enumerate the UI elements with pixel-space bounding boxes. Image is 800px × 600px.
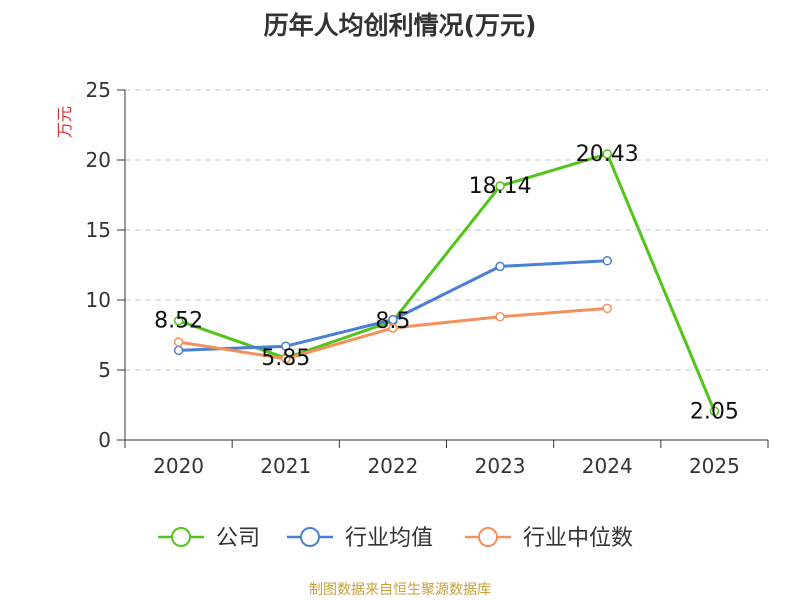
series-layer (173, 149, 720, 417)
data-label: 2.05 (690, 399, 739, 424)
data-point (602, 303, 612, 314)
x-tick-label: 2021 (260, 454, 311, 478)
x-tick-label: 2025 (689, 454, 740, 478)
y-tick-label: 5 (98, 358, 111, 382)
data-point (709, 406, 720, 417)
data-point (388, 323, 398, 333)
legend-label: 公司 (216, 526, 260, 551)
data-point (495, 261, 505, 272)
legend-item: 行业均值 (287, 526, 433, 551)
series-line (178, 152, 716, 412)
y-tick-label: 25 (86, 78, 111, 102)
legend-label: 行业均值 (345, 526, 433, 551)
series-line (178, 259, 608, 352)
y-axis-label: 万元 (55, 106, 74, 138)
data-label: 5.85 (261, 346, 310, 371)
data-point (281, 341, 291, 351)
x-tick-label: 2022 (367, 454, 418, 478)
data-label: 8.52 (154, 309, 203, 334)
data-point (495, 181, 505, 191)
data-label: 8.5 (375, 309, 410, 334)
legend-marker (300, 527, 320, 547)
x-tick-label: 2023 (475, 454, 526, 478)
y-tick-label: 10 (86, 288, 111, 312)
x-tick-label: 2020 (153, 454, 204, 478)
y-tick-label: 0 (98, 428, 111, 452)
series-1 (173, 256, 612, 356)
data-point (173, 315, 184, 326)
x-tick-label: 2024 (582, 454, 633, 478)
legend-item: 行业中位数 (465, 526, 633, 551)
legend-label: 行业中位数 (523, 526, 633, 551)
gridlines (125, 89, 768, 371)
chart-title: 历年人均创利情况(万元) (264, 11, 537, 40)
legend-marker (478, 527, 498, 547)
series-2 (173, 303, 612, 364)
data-label: 20.43 (576, 142, 639, 167)
data-label: 18.14 (469, 174, 532, 199)
data-point (173, 337, 184, 347)
legend-marker (171, 527, 191, 547)
data-point (281, 354, 291, 364)
legend: 公司 行业均值 行业中位数 (158, 526, 633, 551)
y-tick-label: 20 (86, 148, 111, 172)
data-point (602, 256, 612, 266)
source-note: 制图数据来自恒生聚源数据库 (309, 582, 491, 598)
legend-item: 公司 (158, 526, 260, 551)
series-0 (173, 149, 720, 417)
data-point (495, 312, 505, 322)
data-point (602, 149, 612, 159)
data-labels: 8.52 5.85 8.5 18.14 20.43 2.05 (154, 142, 739, 424)
y-tick-label: 15 (86, 218, 111, 242)
data-point (173, 345, 184, 356)
